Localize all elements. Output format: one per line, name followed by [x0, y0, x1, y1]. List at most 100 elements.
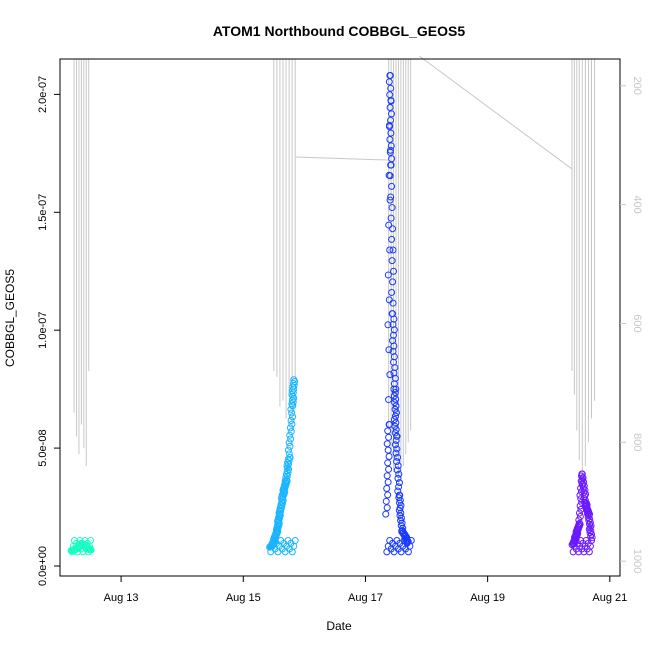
data-point	[388, 288, 396, 296]
data-point	[385, 78, 393, 86]
data-point	[384, 446, 392, 454]
data-point	[385, 465, 393, 473]
data-point	[386, 371, 394, 379]
data-point	[394, 474, 402, 482]
data-point	[579, 484, 587, 492]
data-point	[286, 424, 294, 432]
data-point	[392, 409, 400, 417]
plot-box	[59, 58, 621, 577]
data-point	[587, 532, 595, 540]
data-point	[393, 466, 401, 474]
data-point	[392, 385, 400, 393]
data-point	[385, 346, 393, 354]
altitude-trace	[418, 55, 573, 170]
data-point	[386, 104, 394, 112]
data-point	[387, 193, 395, 201]
data-point	[383, 440, 391, 448]
data-point	[404, 538, 412, 546]
data-point	[385, 433, 393, 441]
data-point	[392, 395, 400, 403]
data-point	[389, 246, 397, 254]
data-point	[384, 271, 392, 279]
data-point	[392, 426, 400, 434]
data-point	[385, 453, 393, 461]
data-point	[384, 478, 392, 486]
data-point	[283, 467, 291, 475]
data-point	[387, 84, 395, 92]
data-point	[383, 548, 391, 556]
data-point	[385, 221, 393, 229]
data-point	[387, 116, 395, 124]
data-point	[387, 129, 395, 137]
altitude-trace	[295, 156, 389, 161]
data-point	[389, 331, 397, 339]
data-point	[387, 214, 395, 222]
y-axis: 0.0e+00 5.0e-08 1.0e-07 1.5e-07 2.0e-07	[37, 76, 60, 586]
data-point	[386, 72, 394, 80]
data-point	[393, 432, 401, 440]
data-point	[286, 442, 294, 450]
data-point	[382, 510, 390, 518]
data-point	[388, 204, 396, 212]
data-point	[386, 196, 394, 204]
data-point	[391, 374, 399, 382]
data-point	[291, 537, 299, 545]
y2-tick-label: 600	[631, 314, 643, 332]
data-point	[389, 267, 397, 275]
chart-title: ATOM1 Northbound COBBGL_GEOS5	[213, 23, 465, 39]
data-point	[286, 431, 294, 439]
data-point	[576, 520, 584, 528]
data-point	[289, 413, 297, 421]
secondary-trace	[73, 55, 596, 484]
data-point	[289, 379, 297, 387]
data-point	[290, 376, 298, 384]
data-point	[395, 470, 403, 478]
y-tick-label: 2.0e-07	[37, 76, 49, 113]
data-point	[386, 136, 394, 144]
data-point	[391, 399, 399, 407]
x-tick-label: Aug 15	[226, 592, 261, 604]
data-point	[388, 257, 396, 265]
data-point	[391, 429, 399, 437]
data-point	[389, 225, 397, 233]
data-point	[403, 536, 411, 544]
data-point	[384, 427, 392, 435]
data-point	[386, 172, 394, 180]
y-tick-label: 1.5e-07	[37, 194, 49, 231]
data-point	[386, 91, 394, 99]
data-point	[390, 315, 398, 323]
data-point	[287, 428, 295, 436]
y2-tick-label: 1000	[631, 549, 643, 573]
data-point	[384, 459, 392, 467]
y-axis-label: COBBGL_GEOS5	[3, 269, 17, 367]
x-tick-label: Aug 17	[348, 592, 383, 604]
data-point	[575, 509, 583, 517]
data-point	[395, 483, 403, 491]
data-point	[577, 472, 585, 480]
data-point	[388, 182, 396, 190]
data-point	[287, 435, 295, 443]
data-point	[383, 472, 391, 480]
data-point	[285, 450, 293, 458]
data-point	[389, 299, 397, 307]
data-point	[577, 484, 585, 492]
data-point	[392, 419, 400, 427]
data-point	[387, 110, 395, 118]
data-point	[386, 148, 394, 156]
x-axis-label: Date	[326, 619, 352, 633]
x-tick-label: Aug 21	[592, 592, 627, 604]
data-point	[575, 516, 583, 524]
data-points	[67, 72, 596, 556]
y-tick-label: 1.0e-07	[37, 312, 49, 349]
data-point	[383, 485, 391, 493]
data-point	[586, 520, 594, 528]
data-point	[576, 512, 584, 520]
data-point	[402, 532, 410, 540]
data-point	[287, 416, 295, 424]
data-point	[288, 409, 296, 417]
data-point	[392, 402, 400, 410]
data-point	[388, 235, 396, 243]
data-point	[391, 412, 399, 420]
data-point	[391, 364, 399, 372]
